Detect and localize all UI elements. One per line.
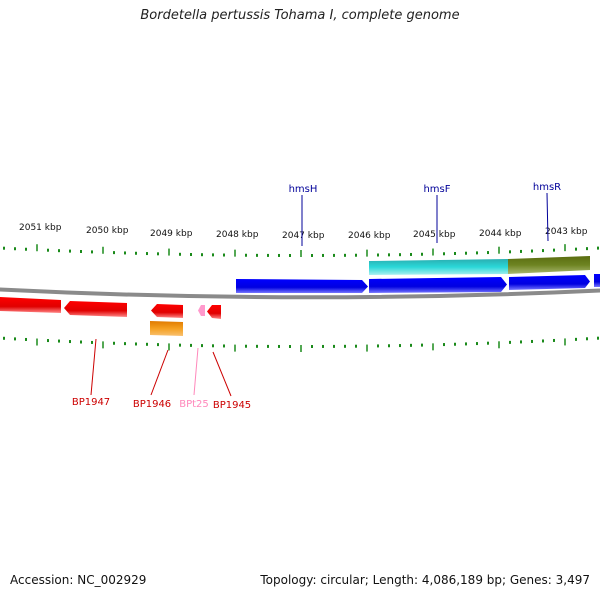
gene-feature-reverse[interactable] (0, 297, 61, 313)
leader-line-hmsR (546, 192, 549, 242)
gene-label-BPt25[interactable]: BPt25 (179, 399, 209, 410)
leader-line-BPt25 (193, 347, 199, 396)
gene-feature-olive[interactable] (508, 256, 590, 274)
gene-label-hmsF[interactable]: hmsF (423, 184, 450, 195)
leader-line-BP1946 (150, 349, 169, 396)
gene-feature-cyan[interactable] (369, 259, 508, 275)
topology-label: Topology: circular; Length: 4,086,189 bp… (260, 573, 590, 587)
map-title: Bordetella pertussis Tohama I, complete … (140, 8, 460, 23)
genome-backbone (0, 287, 600, 300)
gene-feature-hmsH[interactable] (236, 279, 368, 293)
gene-feature-orange[interactable] (150, 321, 183, 336)
gene-feature-BP1946[interactable] (151, 304, 183, 318)
ruler-ticks-bottom (3, 336, 599, 352)
gene-label-BP1946[interactable]: BP1946 (133, 399, 171, 410)
gene-label-hmsH[interactable]: hmsH (289, 184, 318, 195)
ruler-label: 2043 kbp (545, 227, 588, 237)
ruler-label: 2047 kbp (282, 231, 325, 241)
ruler-label: 2048 kbp (216, 230, 259, 240)
gene-label-hmsR[interactable]: hmsR (533, 182, 561, 193)
gene-feature-hmsR[interactable] (509, 275, 590, 290)
gene-feature-BP1945[interactable] (207, 305, 221, 319)
ruler-label: 2050 kbp (86, 226, 129, 236)
ruler-label: 2049 kbp (150, 229, 193, 239)
gene-feature-hmsF[interactable] (369, 277, 507, 293)
ruler-label: 2046 kbp (348, 231, 391, 241)
gene-label-BP1947[interactable]: BP1947 (72, 397, 110, 408)
ruler-label: 2051 kbp (19, 223, 62, 233)
gene-label-BP1945[interactable]: BP1945 (213, 400, 251, 411)
leader-line-BP1945 (212, 351, 232, 397)
ruler-label: 2044 kbp (479, 229, 522, 239)
ruler-label: 2045 kbp (413, 230, 456, 240)
accession-label: Accession: NC_002929 (10, 573, 147, 587)
gene-feature-edge[interactable] (594, 274, 600, 287)
leader-line-BP1947 (90, 338, 97, 396)
ruler-ticks-top (3, 244, 599, 257)
gene-feature-BP1947[interactable] (64, 301, 127, 317)
trna-feature-BPt25[interactable] (198, 305, 205, 316)
